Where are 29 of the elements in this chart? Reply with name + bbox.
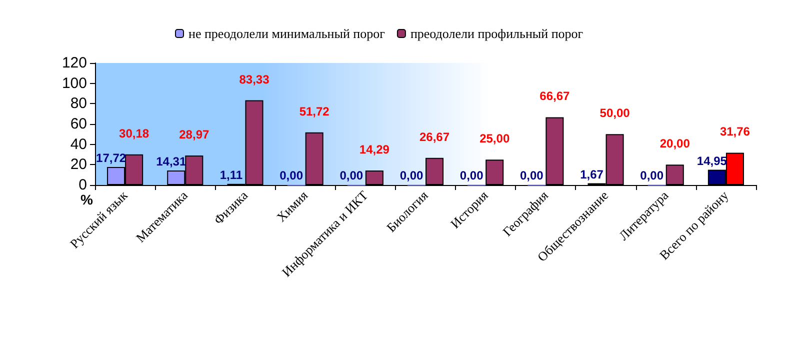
y-tick-label: 120 xyxy=(62,54,87,72)
data-label: 30,18 xyxy=(119,126,150,140)
data-label: 0,00 xyxy=(340,168,364,182)
data-label: 25,00 xyxy=(480,132,510,146)
data-label: 51,72 xyxy=(299,104,330,118)
data-label: 0,00 xyxy=(400,168,424,182)
data-label: 0,00 xyxy=(520,168,544,182)
y-tick-label: 0 xyxy=(78,176,87,194)
data-label: 1,11 xyxy=(220,168,243,182)
data-label: 0,00 xyxy=(280,168,304,182)
data-label: 0,00 xyxy=(640,168,664,182)
legend-label: не преодолели минимальный порог xyxy=(188,26,385,41)
data-label: 83,33 xyxy=(239,72,270,86)
y-tick-label: 20 xyxy=(70,156,87,174)
data-label: 20,00 xyxy=(660,136,690,151)
data-label: 66,67 xyxy=(540,89,570,104)
data-label: 1,67 xyxy=(580,167,604,182)
y-tick-label: 60 xyxy=(70,116,87,132)
data-label: 28,97 xyxy=(179,128,210,142)
data-label: 14,29 xyxy=(359,142,390,156)
data-label: 31,76 xyxy=(720,124,750,139)
y-axis-title: % xyxy=(80,191,94,208)
y-tick-label: 100 xyxy=(62,74,87,92)
legend-label: преодолели профильный порог xyxy=(410,26,584,41)
y-tick-label: 40 xyxy=(70,136,87,153)
data-label: 26,67 xyxy=(420,130,450,144)
data-label: 50,00 xyxy=(600,106,630,120)
data-label: 0,00 xyxy=(460,168,484,182)
y-tick-label: 80 xyxy=(70,95,87,112)
